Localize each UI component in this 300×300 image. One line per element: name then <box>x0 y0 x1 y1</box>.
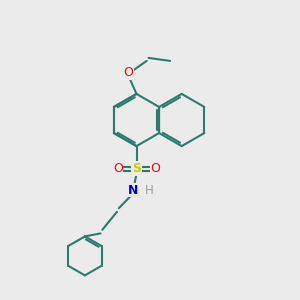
Text: O: O <box>113 162 123 175</box>
Text: S: S <box>132 162 141 175</box>
Text: O: O <box>123 66 133 80</box>
Text: O: O <box>150 162 160 175</box>
Text: N: N <box>128 184 139 197</box>
Text: H: H <box>145 184 154 197</box>
